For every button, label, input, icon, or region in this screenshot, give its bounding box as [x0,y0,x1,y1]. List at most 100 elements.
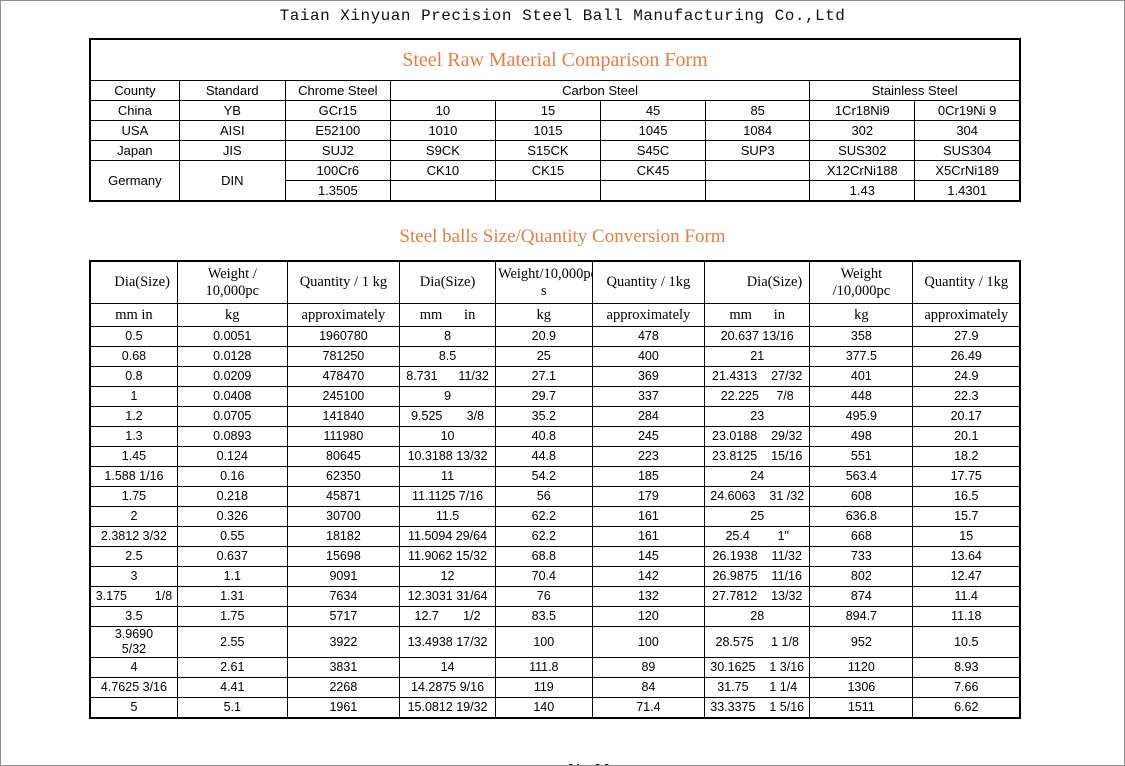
raw-material-comparison-table: Steel Raw Material Comparison Form Count… [89,38,1021,202]
conversion-cell: 141840 [286,406,401,427]
conversion-cell: 89 [591,657,706,678]
conversion-cell: 8.5 [399,346,496,367]
subheader-approximately-3: approximately [912,303,1021,327]
company-title: Taian Xinyuan Precision Steel Ball Manuf… [279,7,846,25]
conversion-row: 3.5 1.75 5717 12.7 1/2 83.5 120 28 894.7 11.18 [89,606,1021,627]
conversion-cell: 12 [399,566,496,587]
conversion-table-title: Steel balls Size/Quantity Conversion For… [399,226,726,247]
conversion-cell: 9 [399,386,496,407]
conversion-cell: 11.5 [399,506,496,527]
cell: X12CrNi188 [809,160,916,181]
conversion-cell: 45871 [286,486,401,507]
conversion-row: 1.588 1/16 0.16 62350 11 54.2 185 24 563.4 17.75 [89,466,1021,487]
header-dia-2: Dia(Size) [399,260,496,304]
website-url: www.xysteelball.com [1,763,1124,765]
header-quantity-2: Quantity / 1kg [591,260,706,304]
conversion-cell: 161 [591,506,706,527]
conversion-cell: 29.7 [494,386,593,407]
conversion-row: 3 1.1 9091 12 70.4 142 26.9875 11/16 802 12.47 [89,566,1021,587]
conversion-cell: 119 [494,677,593,698]
cell: 1045 [600,120,707,141]
conversion-cell: 15.7 [912,506,1021,527]
conversion-cell: 22.225 7/8 [704,386,811,407]
conversion-cell: 25.4 1" [704,526,811,547]
conversion-cell: 22.3 [912,386,1021,407]
conversion-cell: 608 [809,486,914,507]
conversion-cell: 33.3375 1 5/16 [704,697,811,719]
conversion-cell: 23 [704,406,811,427]
conversion-row: 1.75 0.218 45871 11.1125 7/16 56 179 24.6063 3… [89,486,1021,507]
conversion-cell: 100 [591,626,706,658]
conversion-cell: 0.637 [176,546,288,567]
conversion-cell: 20.637 13/16 [704,326,811,347]
conversion-cell: 1 [89,386,178,407]
conversion-cell: 478 [591,326,706,347]
comparison-row-china: China YB GCr15 10 15 45 85 1Cr18Ni9 0Cr1… [89,100,1021,121]
conversion-header-row: Dia(Size) Weight / 10,000pc Quantity / 1… [89,260,1021,304]
cell: 1015 [494,120,602,141]
conversion-cell: 12.3031 31/64 [399,586,496,607]
cell: 1.43 [809,180,916,202]
conversion-cell: 3.5 [89,606,178,627]
conversion-row: 0.68 0.0128 781250 8.5 25 400 21 377.5 26.49 [89,346,1021,367]
header-dia-3: Dia(Size) [704,260,811,304]
conversion-cell: 0.0051 [176,326,288,347]
conversion-cell: 62.2 [494,526,593,547]
conversion-cell: 26.1938 11/32 [704,546,811,567]
conversion-cell: 132 [591,586,706,607]
conversion-cell: 15698 [286,546,401,567]
conversion-cell: 874 [809,586,914,607]
conversion-cell: 30700 [286,506,401,527]
cell: S15CK [494,140,602,161]
conversion-cell: 25 [494,346,593,367]
conversion-cell: 3.175 1/8 [89,586,178,607]
conversion-cell: 5.1 [176,697,288,719]
conversion-row: 3.175 1/8 1.31 7634 12.3031 31/64 76 132 27.78… [89,586,1021,607]
raw-material-title-row: Steel Raw Material Comparison Form [89,38,1021,81]
conversion-cell: 24.6063 31 /32 [704,486,811,507]
conversion-cell: 20.17 [912,406,1021,427]
header-weight-3: Weight /10,000pc [809,260,914,304]
cell [705,180,811,202]
conversion-subheader-row: mm in kg approximately mm in kg approxim… [89,303,1021,327]
comparison-row-germany-2: 1.3505 1.43 1.4301 [90,180,1021,202]
conversion-cell: 5717 [286,606,401,627]
conversion-cell: 3922 [286,626,401,658]
conversion-cell: 179 [591,486,706,507]
conversion-cell: 0.0705 [176,406,288,427]
header-carbon-steel: Carbon Steel [389,80,811,101]
cell: USA [89,120,180,141]
cell: 85 [705,100,811,121]
conversion-cell: 2268 [286,677,401,698]
cell: CK15 [494,160,602,181]
cell: SUS304 [914,140,1021,161]
conversion-row: 5 5.1 1961 15.0812 19/32 140 71.4 33.3375 1 5/… [89,697,1021,719]
conversion-row: 1.45 0.124 80645 10.3188 13/32 44.8 223 23.812… [89,446,1021,467]
conversion-cell: 28.575 1 1/8 [704,626,811,658]
conversion-cell: 145 [591,546,706,567]
conversion-cell: 0.5 [89,326,178,347]
header-weight-2: Weight/10,000pc s [494,260,593,304]
conversion-cell: 14 [399,657,496,678]
cell: S45C [600,140,707,161]
conversion-cell: 13.4938 17/32 [399,626,496,658]
header-county: County [89,80,180,101]
conversion-row: 2.3812 3/32 0.55 18182 11.5094 29/64 62.2 161… [89,526,1021,547]
subheader-mm-in-1: mm in [89,303,178,327]
conversion-cell: 551 [809,446,914,467]
conversion-cell: 21 [704,346,811,367]
conversion-cell: 35.2 [494,406,593,427]
cell: JIS [178,140,286,161]
conversion-cell: 20.9 [494,326,593,347]
conversion-cell: 952 [809,626,914,658]
subheader-approximately-1: approximately [286,303,401,327]
header-quantity-1: Quantity / 1 kg [286,260,401,304]
conversion-cell: 1.45 [89,446,178,467]
conversion-cell: 3831 [286,657,401,678]
conversion-row: 1 0.0408 245100 9 29.7 337 22.225 7/8 448 22.3 [89,386,1021,407]
conversion-cell: 100 [494,626,593,658]
conversion-cell: 18182 [286,526,401,547]
cell: 1Cr18Ni9 [809,100,916,121]
conversion-cell: 284 [591,406,706,427]
conversion-cell: 0.0893 [176,426,288,447]
